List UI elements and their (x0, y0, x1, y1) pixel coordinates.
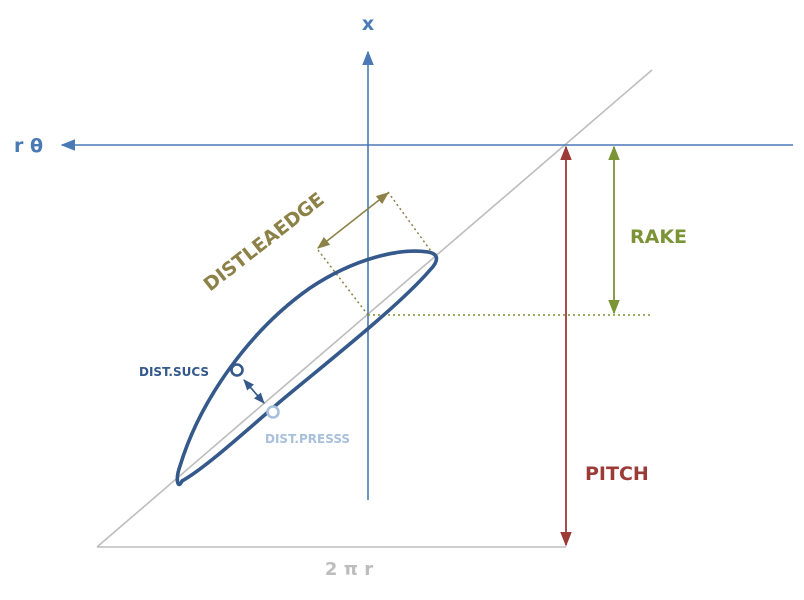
dist-lead-edge-label: DISTLEAEDGE (200, 188, 329, 296)
lead-edge-guide-lines-2 (387, 191, 437, 259)
blade-section-outline (175, 249, 439, 487)
rake-label: RAKE (630, 226, 687, 248)
dist-press-label: DIST.PRESSS (265, 432, 350, 446)
dist-sucs-label: DIST.SUCS (139, 365, 209, 379)
dist-sucs-press-arrow (243, 379, 265, 404)
helix-line (96, 69, 653, 548)
dist-lead-edge-arrow (316, 192, 390, 249)
base-label: 2 π r (325, 559, 373, 580)
lead-edge-guide-lines (317, 249, 369, 316)
suction-point-marker (230, 363, 244, 377)
pressure-point-marker (266, 405, 280, 419)
r-theta-axis-label: r θ (14, 135, 43, 157)
x-axis-label: x (362, 13, 374, 35)
pitch-label: PITCH (585, 463, 649, 485)
